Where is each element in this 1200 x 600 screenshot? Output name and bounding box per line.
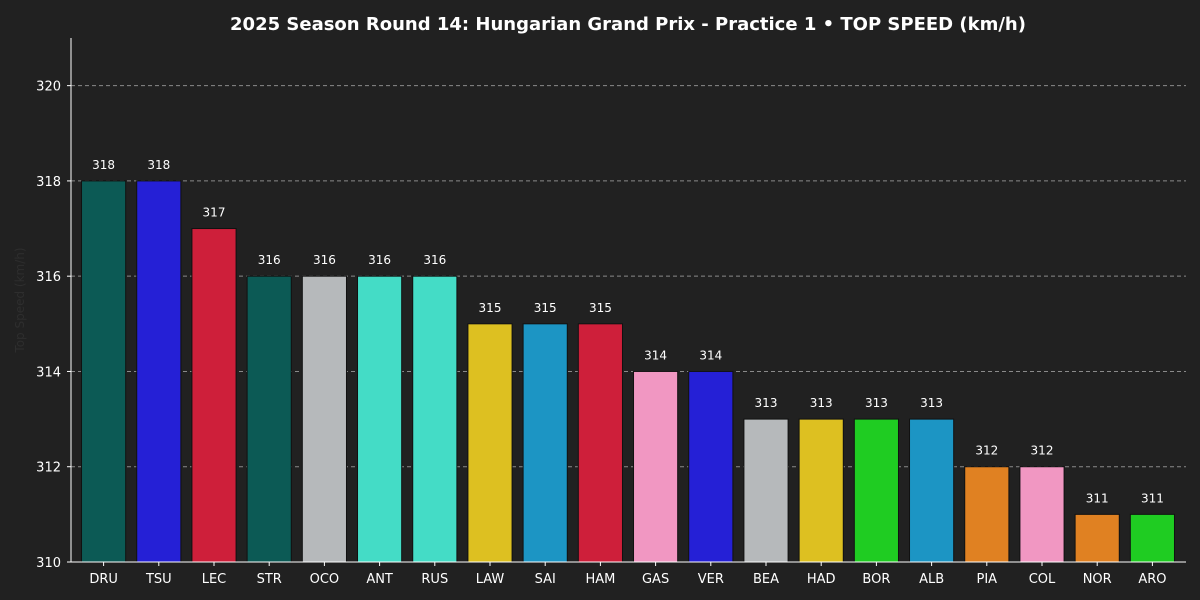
- bar-value-label: 312: [975, 444, 998, 458]
- bar-ant: [357, 275, 403, 563]
- grid-lines: [71, 85, 1186, 468]
- y-axis-ticks: 310 312 314 316 318 320: [36, 80, 71, 571]
- bar-value-label: 313: [865, 396, 888, 410]
- x-tick-label: PIA: [977, 572, 998, 587]
- x-tick-label: BOR: [862, 572, 890, 587]
- x-tick-label: VER: [698, 572, 724, 587]
- bar-oco: [301, 275, 347, 563]
- y-tick-label: 318: [36, 175, 61, 190]
- bar-value-label: 317: [203, 206, 226, 220]
- y-tick-label: 312: [36, 461, 61, 476]
- y-tick-label: 316: [36, 270, 61, 285]
- bar-bea: [743, 418, 789, 563]
- x-tick-label: LEC: [202, 572, 227, 587]
- x-tick-label: NOR: [1083, 572, 1112, 587]
- bar-bor: [853, 418, 899, 563]
- x-tick-label: SAI: [535, 572, 556, 587]
- bar-ver: [688, 370, 734, 563]
- x-tick-label: BEA: [753, 572, 779, 587]
- bar-value-label: 312: [1031, 444, 1054, 458]
- bar-value-label: 315: [479, 301, 502, 315]
- x-tick-label: STR: [257, 572, 282, 587]
- bar-value-label: 316: [423, 253, 446, 267]
- x-tick-label: RUS: [421, 572, 448, 587]
- y-tick-label: 310: [36, 556, 61, 571]
- bar-gas: [633, 370, 679, 563]
- bar-value-label: 316: [313, 253, 336, 267]
- bar-value-label: 315: [534, 301, 557, 315]
- bar-nor: [1074, 513, 1120, 563]
- x-tick-label: LAW: [476, 572, 505, 587]
- x-tick-label: GAS: [642, 572, 669, 587]
- bar-value-label: 314: [699, 348, 722, 362]
- bar-rus: [412, 275, 458, 563]
- bar-value-label: 314: [644, 348, 667, 362]
- y-axis-label: Top Speed (km/h): [13, 247, 27, 353]
- bar-tsu: [136, 180, 182, 563]
- bar-value-label: 313: [755, 396, 778, 410]
- x-tick-label: ANT: [366, 572, 393, 587]
- x-tick-label: TSU: [145, 572, 172, 587]
- bar-sai: [522, 323, 568, 563]
- chart-title: 2025 Season Round 14: Hungarian Grand Pr…: [230, 14, 1026, 35]
- bar-value-label: 318: [92, 158, 115, 172]
- bar-value-labels: 318 318 317 316 316 316 316 315 315 315 314 314 313 3…: [92, 158, 1164, 505]
- bar-value-label: 316: [258, 253, 281, 267]
- bar-value-label: 318: [147, 158, 170, 172]
- bar-value-label: 311: [1141, 491, 1164, 505]
- bar-lec: [191, 228, 237, 563]
- bar-law: [467, 323, 513, 563]
- bar-had: [798, 418, 844, 563]
- x-tick-label: ALB: [919, 572, 944, 587]
- bar-value-label: 313: [920, 396, 943, 410]
- x-tick-label: HAD: [807, 572, 836, 587]
- bar-col: [1019, 466, 1065, 563]
- x-tick-label: DRU: [89, 572, 118, 587]
- x-tick-label: OCO: [310, 572, 340, 587]
- x-tick-label: ARO: [1138, 572, 1166, 587]
- y-tick-label: 314: [36, 365, 61, 380]
- x-tick-label: COL: [1029, 572, 1056, 587]
- bar-value-label: 313: [810, 396, 833, 410]
- bars: [81, 180, 1175, 563]
- bar-pia: [964, 466, 1010, 563]
- y-tick-label: 320: [36, 80, 61, 95]
- bar-alb: [909, 418, 955, 563]
- bar-value-label: 311: [1086, 491, 1109, 505]
- bar-value-label: 316: [368, 253, 391, 267]
- x-tick-label: HAM: [585, 572, 615, 587]
- bar-value-label: 315: [589, 301, 612, 315]
- x-axis-ticks: DRU TSU LEC STR OCO ANT RUS LAW SAI HAM GAS VER BEA H…: [89, 562, 1166, 587]
- bar-str: [246, 275, 292, 563]
- bar-dru: [81, 180, 127, 563]
- bar-ham: [577, 323, 623, 563]
- bar-aro: [1129, 513, 1175, 563]
